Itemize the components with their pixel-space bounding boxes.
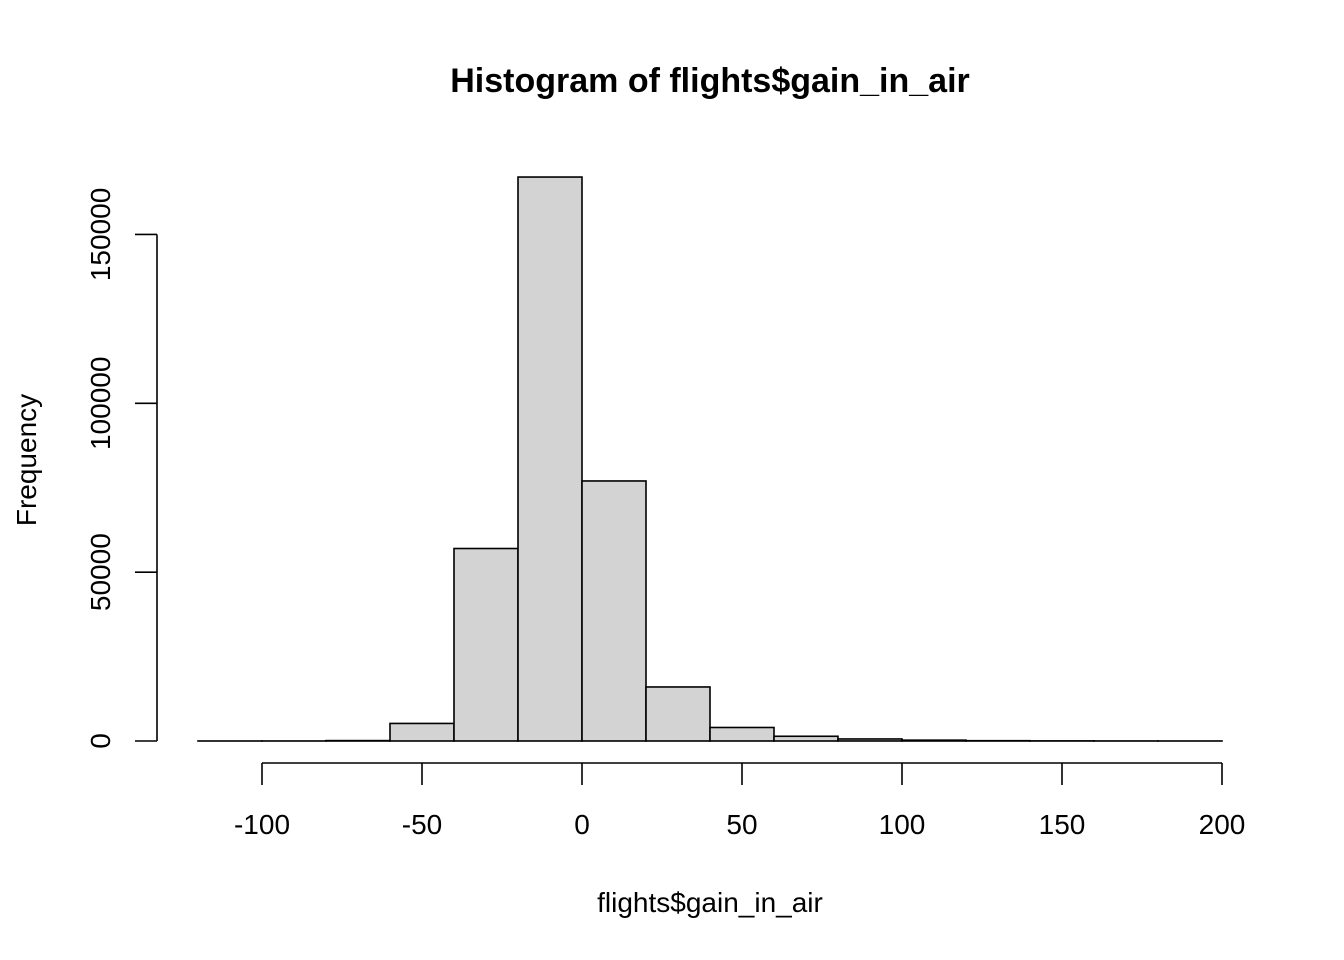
y-tick-label: 50000 bbox=[85, 533, 116, 611]
histogram-bar bbox=[773, 735, 839, 742]
chart-title: Histogram of flights$gain_in_air bbox=[450, 62, 970, 100]
histogram-bar bbox=[453, 547, 519, 742]
histogram-bar bbox=[645, 686, 711, 742]
bars-group bbox=[197, 176, 1223, 742]
x-tick-label: -100 bbox=[234, 809, 290, 840]
y-tick-label: 150000 bbox=[85, 188, 116, 281]
histogram-bar bbox=[837, 738, 903, 742]
x-tick-label: 100 bbox=[879, 809, 926, 840]
y-axis-label: Frequency bbox=[11, 394, 42, 526]
y-tick-label: 100000 bbox=[85, 357, 116, 450]
y-tick-label: 0 bbox=[85, 733, 116, 749]
x-tick-label: 50 bbox=[726, 809, 757, 840]
y-axis: 0 50000 100000 150000 bbox=[85, 188, 158, 749]
histogram-bar bbox=[517, 176, 583, 742]
histogram-bar bbox=[581, 480, 647, 742]
histogram-bar bbox=[389, 722, 455, 742]
x-tick-label: 150 bbox=[1039, 809, 1086, 840]
x-axis-label: flights$gain_in_air bbox=[597, 887, 823, 918]
histogram-bar bbox=[901, 739, 967, 742]
x-tick-label: 200 bbox=[1199, 809, 1246, 840]
x-axis: -100 -50 0 50 100 150 200 bbox=[234, 762, 1246, 840]
x-tick-label: 0 bbox=[574, 809, 590, 840]
histogram-bar bbox=[709, 726, 775, 742]
x-tick-label: -50 bbox=[402, 809, 442, 840]
